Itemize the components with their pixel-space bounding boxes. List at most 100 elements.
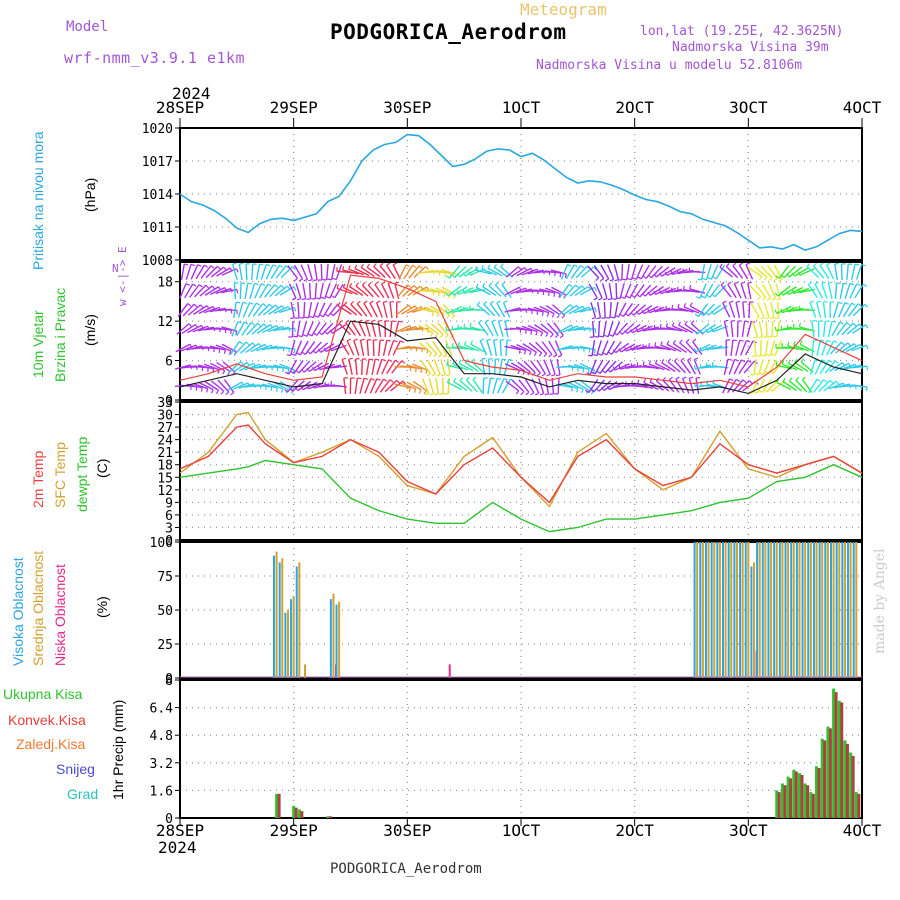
wind-barb: [215, 344, 232, 352]
wind-barb: [502, 358, 507, 361]
wind-barb: [376, 359, 383, 375]
wind-barb: [590, 302, 597, 318]
wind-barb: [264, 284, 276, 298]
wind-barb: [379, 265, 391, 279]
wind-barb: [706, 294, 711, 298]
wind-barb: [429, 288, 446, 294]
year-top: 2024: [172, 84, 211, 103]
wind-barb: [601, 386, 605, 391]
wind-barb: [351, 321, 361, 337]
wind-barb: [601, 340, 609, 356]
cloud-bar: [801, 542, 804, 678]
wind-barb: [699, 329, 703, 334]
wind-barb: [510, 344, 526, 352]
wind-barb: [524, 378, 535, 394]
wind-barb: [290, 317, 295, 320]
wind-barb: [332, 303, 346, 317]
wind-barb: [470, 343, 485, 353]
wind-barb: [184, 263, 189, 266]
cloud-bar: [744, 542, 747, 678]
wind-barb: [491, 319, 496, 323]
wind-barb: [673, 360, 686, 374]
wind-barb: [643, 305, 659, 315]
wind-barb: [692, 338, 697, 342]
wind-barb: [204, 363, 220, 371]
wind-barb: [395, 304, 410, 316]
wind-barb: [555, 374, 561, 377]
wind-barb: [569, 285, 583, 297]
wind-barb: [503, 359, 510, 375]
wind-barb: [730, 339, 734, 357]
wind-barb: [836, 322, 848, 336]
wind-barb: [774, 292, 779, 297]
wind-barb: [740, 281, 746, 284]
wind-barb: [660, 327, 677, 331]
x-tick-label-bottom: 4OCT: [843, 821, 882, 840]
wind-barb: [394, 383, 411, 389]
wind-barb: [479, 340, 488, 356]
wind-barb: [544, 393, 549, 396]
wind-barb: [341, 359, 348, 375]
wind-barb: [363, 302, 373, 318]
wind-barb: [599, 360, 611, 374]
cloud-bar: [724, 542, 727, 678]
wind-barb: [316, 322, 327, 336]
wind-barb: [780, 291, 784, 296]
wind-barb: [356, 300, 361, 305]
wind-barb: [861, 263, 866, 267]
wind-barb: [400, 325, 417, 333]
wind-barb: [755, 284, 767, 298]
wind-barb: [668, 376, 673, 381]
wind-barb: [794, 361, 809, 373]
wind-barb: [252, 303, 264, 317]
wind-barb: [236, 321, 246, 337]
precip-bar: [857, 793, 861, 818]
wind-barb: [237, 321, 242, 324]
wind-barb: [826, 262, 831, 266]
wind-barb: [744, 340, 754, 356]
wind-barb: [359, 340, 365, 356]
wind-barb: [186, 345, 203, 351]
wind-barb: [538, 378, 545, 394]
wind-barb: [601, 283, 608, 299]
wind-barb: [255, 302, 261, 306]
wind-barb: [254, 282, 259, 286]
wind-barb: [854, 283, 864, 299]
wind-barb: [425, 341, 438, 355]
wind-barb: [700, 263, 706, 281]
wind-barb: [567, 264, 572, 267]
wind-barb: [769, 387, 773, 392]
wind-barb: [533, 351, 537, 356]
wind-barb: [308, 282, 312, 300]
wind-barb: [501, 281, 506, 285]
wind-barb: [753, 390, 758, 394]
wind-barb: [695, 343, 711, 353]
wind-barb: [406, 381, 422, 391]
wind-barb: [446, 275, 450, 279]
wind-barb: [459, 380, 473, 392]
wind-barb: [609, 361, 623, 373]
wind-barb: [487, 377, 492, 395]
wind-barb: [671, 322, 675, 327]
wind-barb: [357, 377, 362, 380]
wind-barb: [261, 383, 278, 389]
wind-barb: [394, 281, 399, 284]
wind-barb: [293, 335, 298, 338]
wind-barb: [307, 301, 313, 319]
wind-barb: [705, 345, 708, 351]
wind-barb: [678, 324, 694, 334]
wind-barb: [595, 277, 600, 282]
cloud-bar: [722, 542, 724, 678]
wind-barb: [705, 311, 709, 316]
wind-barb: [787, 286, 804, 296]
wind-barb: [593, 266, 597, 271]
wind-barb: [215, 327, 232, 331]
wind-barb: [354, 264, 358, 269]
legend-total-rain: Ukupna Kisa: [3, 686, 83, 702]
wind-barb: [388, 359, 393, 362]
wind-barb: [232, 262, 237, 265]
wind-barb: [672, 325, 688, 333]
y-tick-label: 50: [157, 604, 173, 619]
precip-bar: [780, 783, 784, 818]
wind-barb: [588, 283, 598, 299]
